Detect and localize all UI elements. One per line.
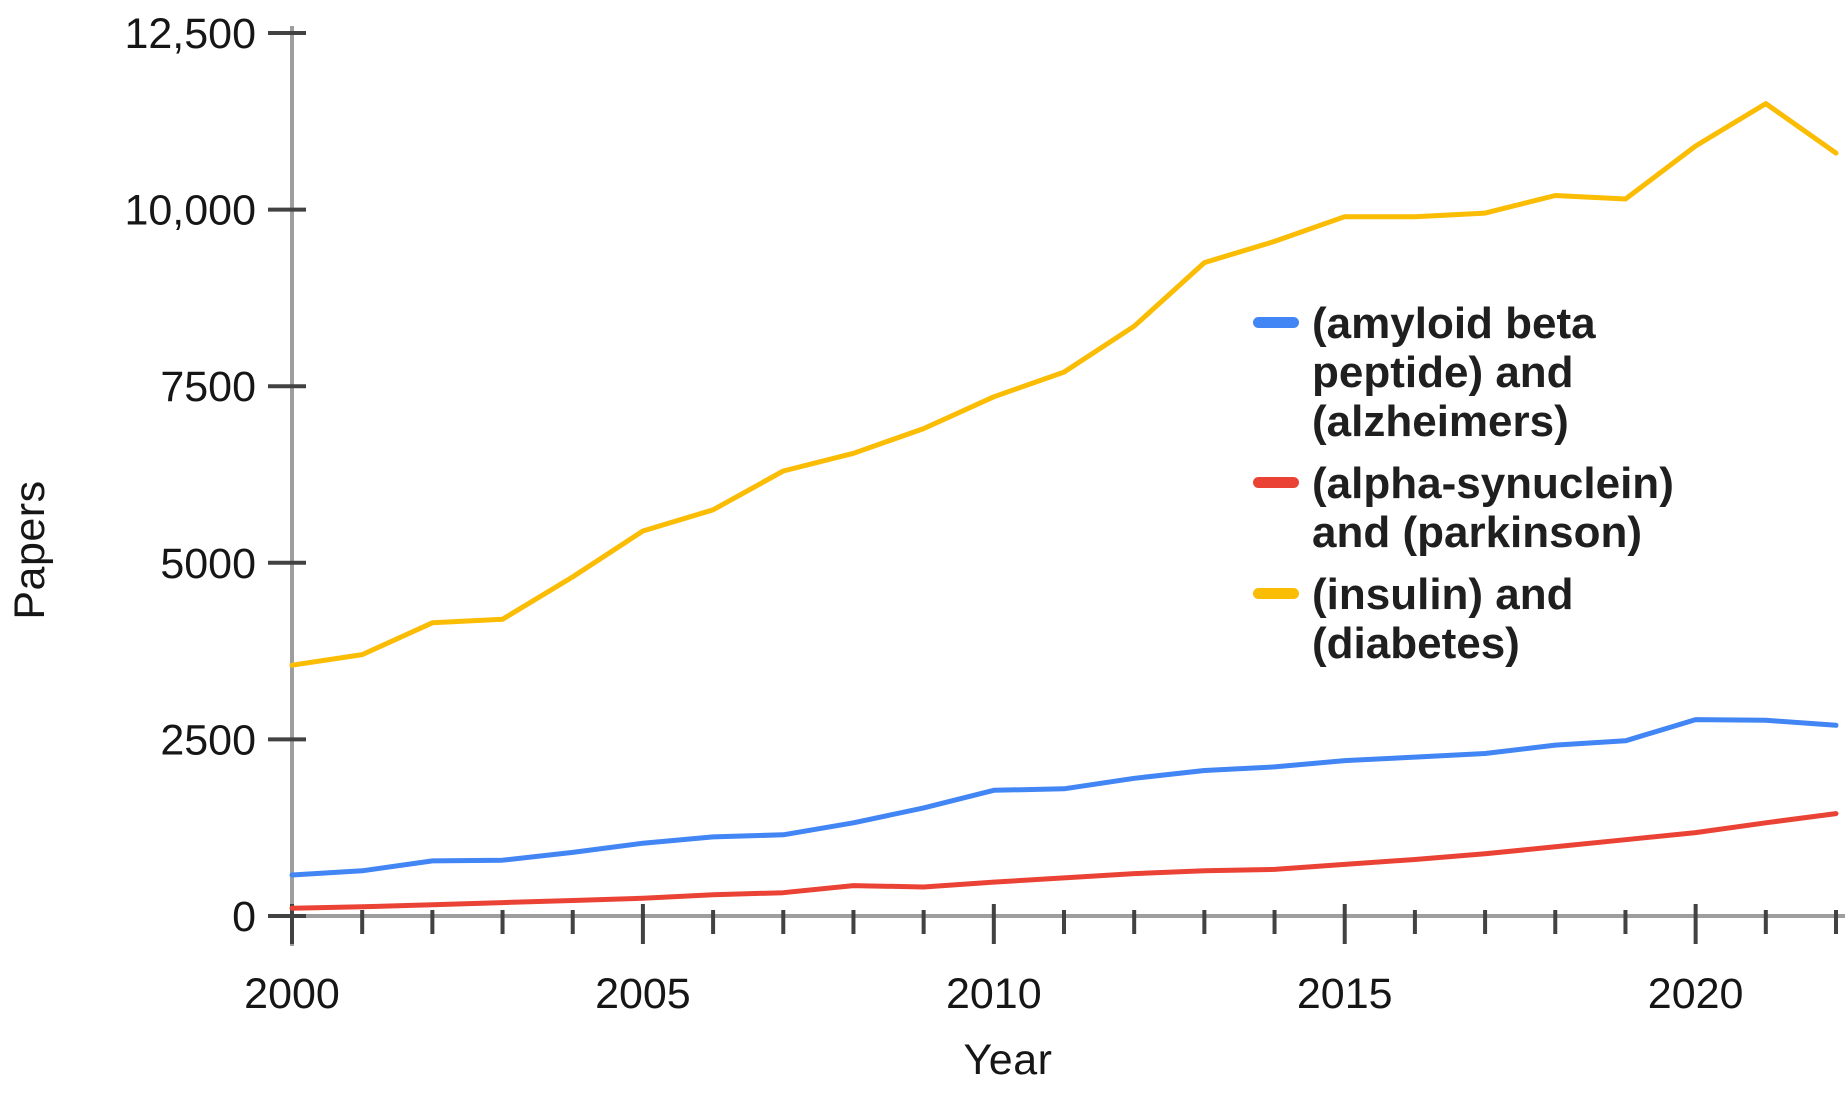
legend-item-insulin: (insulin) and (diabetes) (1253, 570, 1674, 668)
legend-label-insulin: (insulin) and (diabetes) (1312, 570, 1574, 668)
y-tick-label: 10,000 (124, 187, 256, 235)
y-tick-label: 7500 (160, 363, 256, 411)
y-tick-label: 2500 (160, 716, 256, 764)
legend-marker-insulin-icon (1253, 588, 1299, 599)
y-tick-label: 12,500 (124, 10, 256, 58)
x-tick-label: 2000 (244, 970, 340, 1018)
legend: (amyloid beta peptide) and (alzheimers) … (1253, 299, 1674, 681)
y-axis-title: Papers (6, 480, 54, 620)
legend-item-synuclein: (alpha-synuclein) and (parkinson) (1253, 459, 1674, 557)
x-axis-title: Year (963, 1036, 1053, 1084)
y-tick-label: 5000 (160, 540, 256, 588)
series-line-2 (289, 101, 1839, 668)
x-tick-label: 2010 (946, 970, 1042, 1018)
series-line-0 (289, 717, 1839, 878)
legend-label-synuclein: (alpha-synuclein) and (parkinson) (1312, 459, 1674, 557)
legend-item-amyloid: (amyloid beta peptide) and (alzheimers) (1253, 299, 1674, 446)
x-tick-label: 2015 (1297, 970, 1393, 1018)
legend-marker-synuclein-icon (1253, 477, 1299, 488)
x-tick-label: 2005 (595, 970, 691, 1018)
legend-label-amyloid: (amyloid beta peptide) and (alzheimers) (1312, 299, 1596, 446)
legend-marker-amyloid-icon (1253, 317, 1299, 328)
y-tick-label: 0 (232, 893, 256, 941)
series-line-1 (289, 811, 1839, 911)
x-tick-label: 2020 (1648, 970, 1744, 1018)
